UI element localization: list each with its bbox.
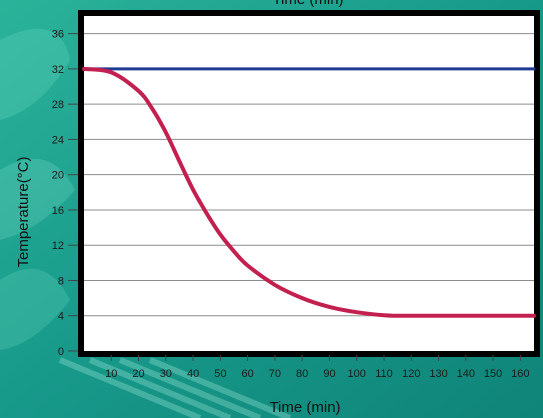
plot-area: [78, 10, 540, 357]
y-tick-label: 28: [52, 99, 64, 111]
series-line-red: [82, 66, 536, 318]
x-tick-label: 130: [429, 368, 447, 380]
top-axis-title: Time (min): [272, 0, 343, 8]
y-tick-label: 24: [52, 134, 64, 146]
x-tick-label: 120: [402, 368, 420, 380]
background-leaf-shape: [0, 268, 70, 350]
x-tick-label: 150: [484, 368, 502, 380]
x-tick-label: 80: [296, 368, 308, 380]
background-leaf-shape: [0, 28, 70, 120]
y-tick-label: 16: [52, 205, 64, 217]
y-tick-label: 0: [58, 346, 64, 358]
series-lines: [82, 66, 536, 318]
background-stripes: [58, 357, 292, 418]
x-tick-label: 30: [160, 368, 172, 380]
x-tick-label: 140: [457, 368, 475, 380]
y-tick-label: 20: [52, 170, 64, 182]
x-tick-label: 100: [348, 368, 366, 380]
y-tick-label: 4: [58, 311, 64, 323]
x-tick-label: 50: [214, 368, 226, 380]
y-tick-labels: 0 4 8 12 16 20 24 28 32 36: [52, 29, 78, 358]
x-tick-label: 40: [187, 368, 199, 380]
x-tick-label: 10: [105, 368, 117, 380]
y-tick-label: 12: [52, 240, 64, 252]
x-tick-label: 110: [375, 368, 393, 380]
grid-lines: [84, 33, 534, 317]
y-axis-title: Temperature(°C): [15, 156, 32, 267]
x-tick-label: 90: [323, 368, 335, 380]
x-tick-label: 60: [242, 368, 254, 380]
x-tick-labels: 10 20 30 40 50 60 70 80 90 100 110 120 130 140 150 160: [105, 355, 530, 380]
y-tick-label: 32: [52, 64, 64, 76]
x-axis-title: Time (min): [269, 399, 340, 416]
x-tick-label: 70: [269, 368, 281, 380]
y-tick-label: 8: [58, 275, 64, 287]
x-tick-label: 160: [511, 368, 529, 380]
y-tick-label: 36: [52, 29, 64, 41]
x-tick-label: 20: [132, 368, 144, 380]
background-leaf-shape: [0, 158, 75, 240]
